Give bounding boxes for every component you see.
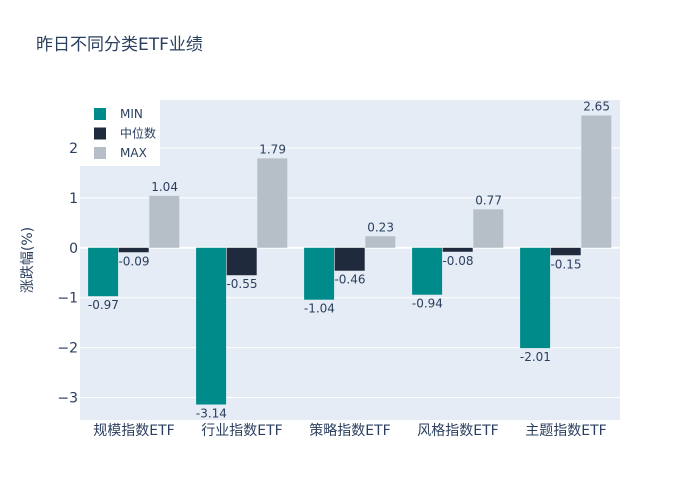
bar [581,115,612,248]
data-labels: -0.97 -0.09 1.04 -3.14 -0.55 1.79 -1.04 -0.46 0.… [88,99,610,420]
data-label: -0.97 [88,298,119,312]
y-tick-label: 0 [69,241,78,257]
y-tick-label: 2 [69,141,78,157]
legend[interactable]: MIN 中位数 MAX [80,100,160,166]
data-label: -3.14 [196,407,227,421]
bar [226,247,257,276]
legend-swatch[interactable] [94,127,106,140]
bar [149,195,180,248]
x-tick-label: 主题指数ETF [525,423,606,439]
bars [88,115,612,405]
data-label: -0.55 [226,277,257,291]
x-tick-label: 风格指数ETF [417,423,498,439]
bar [412,247,443,295]
data-label: -0.08 [442,254,473,268]
bar [196,247,227,405]
legend-label[interactable]: MAX [120,146,147,160]
legend-swatch[interactable] [94,108,106,120]
data-label: 1.04 [151,180,178,194]
legend-box [80,100,160,166]
data-label: 1.79 [259,142,286,156]
bar [88,247,119,297]
bar [118,247,149,253]
data-label: 0.23 [367,220,394,234]
x-tick-label: 规模指数ETF [93,423,174,439]
x-tick-label: 策略指数ETF [309,422,390,439]
x-tick-label: 行业指数ETF [201,423,282,439]
data-label: -1.04 [304,302,335,316]
bar [550,247,581,256]
data-label: -0.09 [118,254,149,268]
y-tick-label: −3 [57,391,78,407]
legend-label[interactable]: MIN [120,107,143,121]
data-label: 0.77 [475,193,502,207]
bar [442,247,473,252]
bar [334,247,365,271]
y-tick-label: −1 [57,291,78,307]
y-tick-label: −2 [57,341,78,357]
bar [473,209,504,248]
legend-swatch[interactable] [94,147,106,159]
y-tick-label: 1 [69,191,78,207]
bar [304,247,335,300]
data-label: 2.65 [583,99,610,113]
data-label: -2.01 [520,350,551,364]
legend-label[interactable]: 中位数 [120,126,156,141]
x-axis: 规模指数ETF 行业指数ETF 策略指数ETF 风格指数ETF 主题指数ETF [93,422,606,439]
data-label: -0.94 [412,297,443,311]
chart-title: 昨日不同分类ETF业绩 [36,35,203,55]
y-axis-title: 涨跌幅(%) [20,227,36,293]
data-label: -0.15 [550,257,581,271]
y-axis: −3 −2 −1 0 1 2 [57,141,78,407]
bar [257,158,288,248]
data-label: -0.46 [334,273,365,287]
bar [365,236,396,248]
bar [520,247,551,349]
